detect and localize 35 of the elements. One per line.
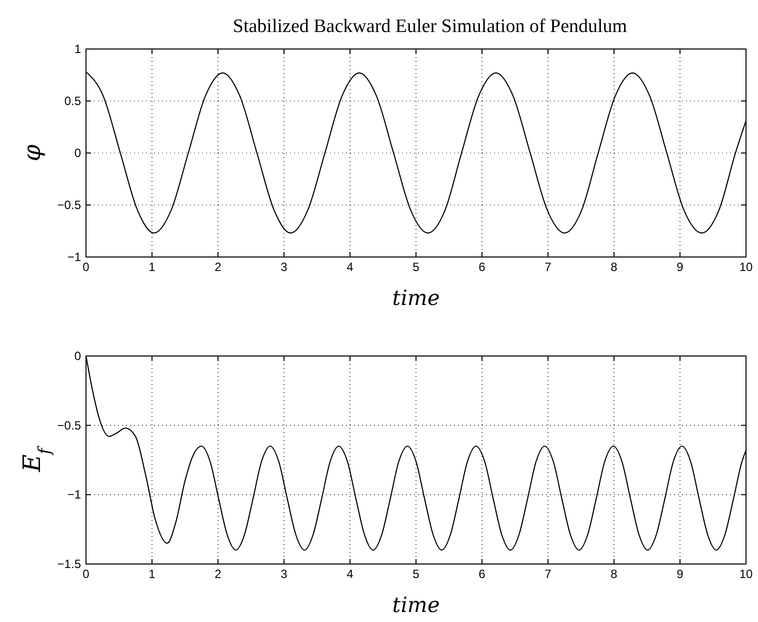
x-axis-title: time [392, 286, 440, 310]
x-tick-label: 6 [478, 567, 486, 581]
y-tick-label: −0.5 [57, 418, 82, 432]
x-tick-label: 9 [676, 260, 684, 274]
x-tick-label: 0 [82, 567, 90, 581]
chart-title: Stabilized Backward Euler Simulation of Pendulum [232, 16, 628, 37]
x-tick-label: 8 [610, 260, 618, 274]
x-axis-title: time [392, 593, 440, 617]
y-axis-title: φ [18, 144, 46, 162]
x-tick-label: 3 [280, 260, 288, 274]
x-tick-label: 9 [676, 567, 684, 581]
x-tick-label: 4 [346, 567, 354, 581]
x-tick-label: 2 [214, 260, 222, 274]
y-tick-label: 0.5 [64, 94, 82, 108]
y-tick-label: −1.5 [57, 557, 82, 571]
x-tick-label: 3 [280, 567, 288, 581]
x-tick-label: 1 [148, 260, 156, 274]
x-tick-label: 10 [739, 260, 753, 274]
y-tick-label: 0 [74, 146, 82, 160]
x-tick-label: 4 [346, 260, 354, 274]
x-tick-label: 6 [478, 260, 486, 274]
x-tick-label: 0 [82, 260, 90, 274]
x-tick-label: 2 [214, 567, 222, 581]
y-tick-label: 0 [74, 349, 82, 363]
x-tick-label: 5 [412, 567, 420, 581]
x-tick-label: 8 [610, 567, 618, 581]
y-tick-label: −0.5 [57, 198, 82, 212]
x-tick-label: 5 [412, 260, 420, 274]
x-tick-label: 10 [739, 567, 753, 581]
y-tick-label: 1 [74, 42, 82, 56]
y-tick-label: −1 [67, 488, 82, 502]
y-tick-label: −1 [67, 250, 82, 264]
x-tick-label: 1 [148, 567, 156, 581]
x-tick-label: 7 [544, 260, 552, 274]
x-tick-label: 7 [544, 567, 552, 581]
